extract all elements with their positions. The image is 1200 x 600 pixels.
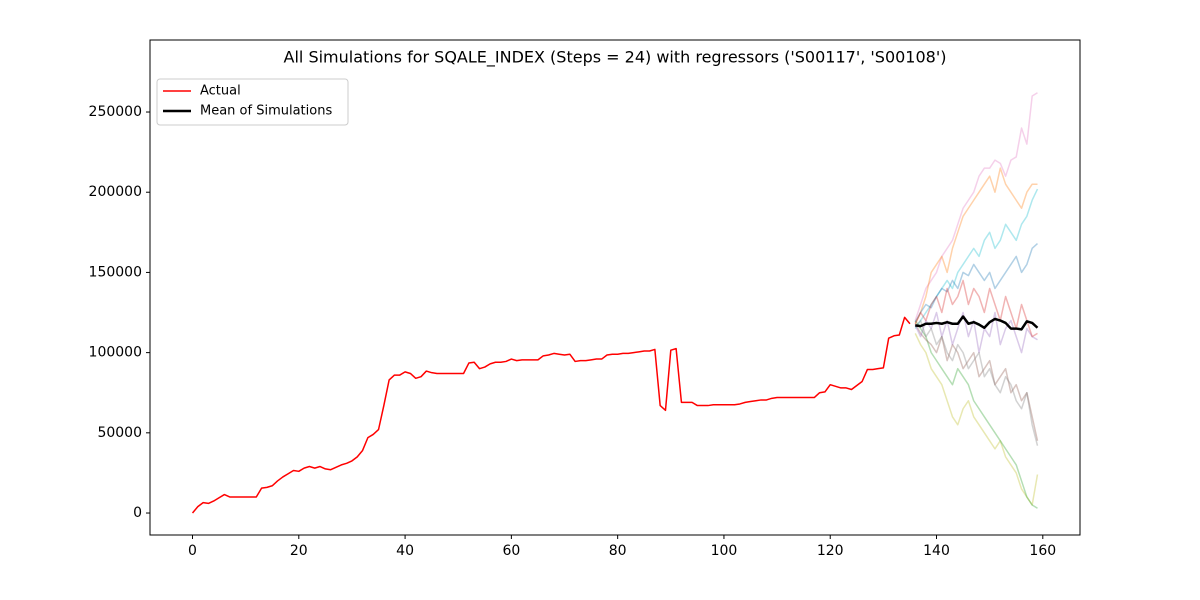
simulation-line bbox=[914, 167, 1038, 325]
y-tick-label: 100000 bbox=[89, 345, 142, 361]
y-tick-label: 150000 bbox=[89, 264, 142, 280]
x-tick-label: 100 bbox=[711, 543, 738, 559]
simulation-line bbox=[914, 333, 1039, 506]
y-tick-label: 200000 bbox=[89, 184, 142, 200]
series-line bbox=[915, 315, 1039, 331]
x-tick-label: 160 bbox=[1029, 543, 1056, 559]
x-tick-label: 20 bbox=[290, 543, 308, 559]
x-tick-label: 60 bbox=[502, 543, 520, 559]
simulation-line bbox=[914, 92, 1038, 321]
x-tick-label: 120 bbox=[817, 543, 844, 559]
series-line bbox=[191, 316, 911, 514]
y-tick-label: 50000 bbox=[97, 425, 142, 441]
legend-label: Mean of Simulations bbox=[200, 104, 332, 119]
simulation-line bbox=[914, 188, 1039, 329]
x-tick-label: 140 bbox=[923, 543, 950, 559]
x-tick-label: 0 bbox=[188, 543, 197, 559]
y-tick-label: 0 bbox=[133, 505, 142, 521]
legend-label: Actual bbox=[200, 84, 241, 99]
chart-title: All Simulations for SQALE_INDEX (Steps =… bbox=[284, 48, 947, 68]
simulation-line bbox=[914, 311, 1038, 354]
simulation-line bbox=[914, 279, 1038, 338]
simulation-line bbox=[914, 320, 1038, 509]
simulation-line bbox=[914, 319, 1039, 446]
x-tick-label: 80 bbox=[609, 543, 627, 559]
simulation-line bbox=[914, 242, 1038, 323]
x-tick-label: 40 bbox=[396, 543, 414, 559]
legend-box bbox=[156, 78, 349, 126]
plot-frame bbox=[149, 39, 1081, 536]
y-tick-label: 250000 bbox=[89, 104, 142, 120]
simulation-line bbox=[914, 323, 1039, 442]
